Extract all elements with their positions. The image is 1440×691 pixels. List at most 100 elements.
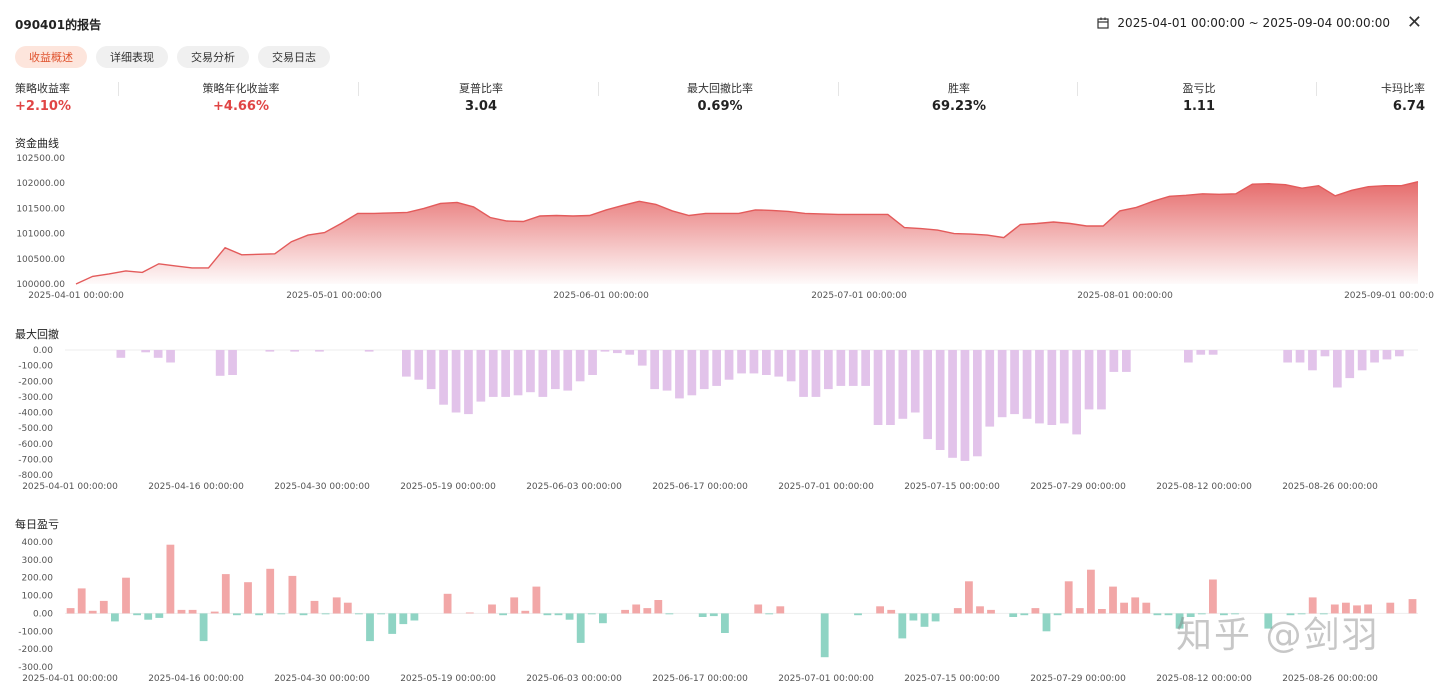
metric-value: +2.10% [15, 99, 71, 114]
bar [1122, 350, 1131, 372]
bar [965, 581, 973, 614]
bar [332, 597, 341, 614]
y-tick-label: 0.00 [33, 609, 53, 619]
bar [290, 350, 299, 352]
tab-bar: 收益概述 详细表现 交易分析 交易日志 [15, 46, 330, 68]
bar [66, 608, 75, 614]
metric-annual-return: 策略年化收益率 +4.66% [191, 80, 291, 114]
metric-value: 1.11 [1182, 99, 1216, 114]
y-tick-label: -800.00 [18, 471, 53, 481]
bar [364, 350, 374, 352]
metric-value: +4.66% [213, 99, 269, 114]
bar [439, 350, 448, 405]
metric-profit-loss-ratio: 盈亏比 1.11 [1149, 80, 1249, 114]
bar [1022, 350, 1032, 419]
bar [1098, 609, 1106, 614]
tab-detail[interactable]: 详细表现 [96, 46, 168, 68]
x-tick-label: 2025-07-29 00:00:00 [1030, 674, 1126, 684]
y-tick-label: 101500.00 [16, 204, 65, 214]
bar [650, 350, 659, 390]
bar [1297, 613, 1306, 615]
date-range[interactable]: 2025-04-01 00:00:00 ~ 2025-09-04 00:00:0… [1097, 16, 1390, 30]
bar [310, 600, 319, 614]
bar [923, 350, 932, 440]
bar [910, 350, 920, 413]
bar [1357, 350, 1367, 371]
x-tick-label: 2025-06-17 00:00:00 [652, 674, 748, 684]
x-tick-label: 2025-08-12 00:00:00 [1156, 482, 1252, 492]
bar [1059, 350, 1069, 424]
bar [166, 350, 175, 363]
y-tick-label: -200.00 [18, 377, 53, 387]
y-tick-label: 100.00 [22, 592, 54, 602]
bar [1009, 613, 1018, 617]
bar [133, 613, 141, 616]
drawdown-chart: 0.00 -100.00 -200.00 -300.00 -400.00 -500.00 -… [18, 346, 1418, 492]
bar [1197, 613, 1206, 615]
date-range-text: 2025-04-01 00:00:00 ~ 2025-09-04 00:00:0… [1117, 16, 1390, 30]
bar [563, 350, 573, 391]
bar [244, 582, 252, 614]
bar [1042, 613, 1051, 632]
metric-divider [118, 82, 119, 96]
bar [1308, 350, 1317, 371]
x-tick-label: 2025-06-03 00:00:00 [526, 674, 622, 684]
bar [1097, 350, 1106, 410]
bar [953, 608, 962, 614]
metric-value: 0.69% [697, 99, 743, 114]
bar [724, 350, 734, 380]
x-tick-label: 2025-06-17 00:00:00 [652, 482, 748, 492]
bar [1131, 597, 1140, 614]
tab-trade-analysis[interactable]: 交易分析 [177, 46, 249, 68]
x-tick-label: 2025-05-19 00:00:00 [400, 674, 496, 684]
bar [588, 350, 597, 375]
tab-overview[interactable]: 收益概述 [15, 46, 87, 68]
bar [985, 350, 995, 427]
bar [854, 613, 862, 616]
tab-trade-log[interactable]: 交易日志 [258, 46, 330, 68]
metric-divider [358, 82, 359, 96]
bar [948, 350, 957, 458]
y-tick-label: 100000.00 [16, 280, 65, 290]
bar [1308, 597, 1317, 614]
close-icon[interactable]: ✕ [1406, 12, 1422, 33]
y-tick-label: 400.00 [22, 538, 54, 548]
bar [1220, 613, 1228, 616]
bar [315, 350, 324, 352]
bar [1184, 350, 1193, 363]
x-tick-label: 2025-05-01 00:00:00 [286, 291, 382, 301]
daily-pnl-chart-title: 每日盈亏 [15, 518, 59, 531]
bar [510, 597, 519, 614]
x-tick-label: 2025-07-01 00:00:00 [811, 291, 907, 301]
bar [762, 350, 771, 375]
y-tick-label: -100.00 [18, 362, 53, 372]
bar [621, 609, 629, 614]
bar [665, 613, 674, 615]
x-tick-label: 2025-04-01 00:00:00 [22, 482, 118, 492]
metric-divider [1077, 82, 1078, 96]
y-tick-label: -200.00 [18, 645, 53, 655]
bar [1364, 604, 1372, 614]
bar [377, 613, 385, 615]
bar [233, 613, 241, 616]
bar [288, 575, 297, 614]
metric-label: 卡玛比率 [1381, 82, 1425, 95]
bar [931, 613, 940, 622]
metric-divider [838, 82, 839, 96]
metric-max-drawdown: 最大回撤比率 0.69% [670, 80, 770, 114]
bar [177, 609, 186, 614]
y-tick-label: -100.00 [18, 627, 53, 637]
bar [632, 604, 641, 614]
bar [1175, 613, 1184, 629]
bar [1330, 604, 1339, 614]
bar [1053, 613, 1062, 616]
daily-pnl-chart: 400.00 300.00 200.00 100.00 0.00 -100.00 -200.… [18, 538, 1418, 684]
x-tick-label: 2025-07-01 00:00:00 [778, 674, 874, 684]
y-tick-label: -300.00 [18, 663, 53, 673]
bar [625, 350, 635, 355]
bar [887, 609, 896, 614]
bar [476, 350, 486, 402]
bar [199, 613, 208, 642]
bar [521, 610, 530, 614]
bar [699, 350, 709, 390]
